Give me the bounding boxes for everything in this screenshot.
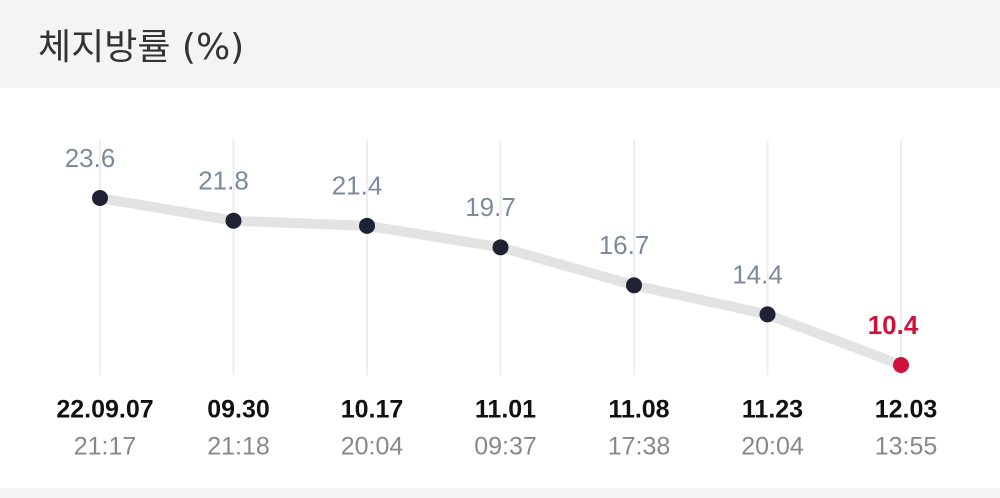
- x-tick-label: 11.23: [742, 396, 803, 424]
- chart: 23.6 21.8 21.4 19.7 16.7 14.4 10.4 22.09.07 21:1…: [56, 140, 938, 461]
- point: [492, 239, 509, 256]
- point: [893, 357, 909, 373]
- x-tick-sublabel: 20:04: [741, 433, 804, 461]
- x-tick-label: 11.01: [475, 396, 536, 424]
- x-tick-sublabel: 21:17: [74, 433, 137, 461]
- value-label: 19.7: [465, 192, 516, 222]
- value-label: 10.4: [868, 310, 919, 340]
- point: [626, 277, 642, 294]
- point: [92, 190, 108, 206]
- x-tick-sublabel: 21:18: [207, 433, 270, 461]
- value-label: 14.4: [732, 259, 783, 289]
- x-tick-label: 10.17: [341, 396, 404, 424]
- value-label: 16.7: [599, 230, 650, 260]
- point: [759, 306, 776, 323]
- value-label: 21.4: [332, 171, 383, 201]
- value-label: 21.8: [198, 166, 249, 196]
- value-label: 23.6: [65, 143, 116, 173]
- x-tick-label: 22.09.07: [56, 396, 153, 424]
- footer: [0, 488, 1000, 498]
- x-tick-sublabel: 20:04: [341, 433, 404, 461]
- x-tick-sublabel: 09:37: [474, 433, 537, 461]
- x-tick-sublabel: 13:55: [875, 433, 938, 461]
- x-tick-label: 11.08: [608, 396, 669, 424]
- point: [359, 217, 375, 234]
- chart-title: 체지방률 (%): [38, 27, 245, 68]
- x-tick-label: 09.30: [207, 396, 270, 424]
- x-tick-sublabel: 17:38: [608, 433, 671, 461]
- header: 체지방률 (%): [0, 0, 1000, 88]
- x-tick-label: 12.03: [875, 396, 938, 424]
- point: [225, 212, 242, 229]
